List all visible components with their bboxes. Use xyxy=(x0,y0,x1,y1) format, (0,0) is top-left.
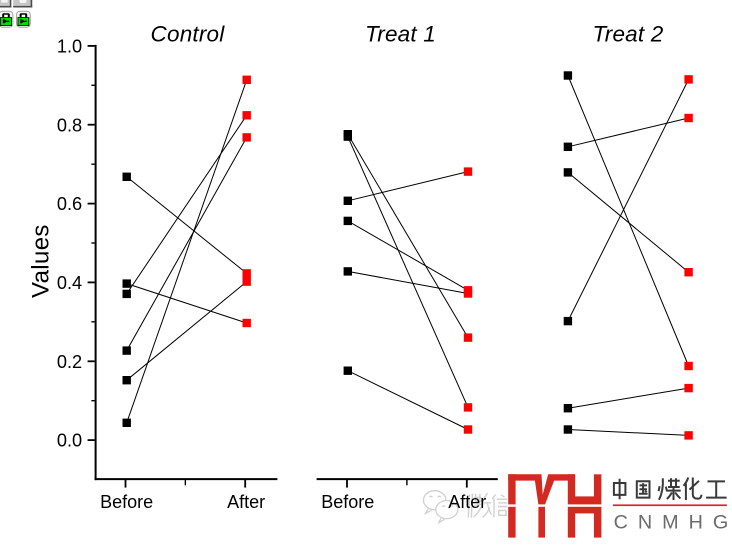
svg-text:0.0: 0.0 xyxy=(57,431,82,451)
svg-text:Treat 1: Treat 1 xyxy=(365,22,436,47)
svg-text:Before: Before xyxy=(321,492,374,512)
svg-text:After: After xyxy=(448,492,486,512)
svg-text:Before: Before xyxy=(100,492,153,512)
svg-text:0.6: 0.6 xyxy=(57,194,82,214)
svg-text:0.2: 0.2 xyxy=(57,352,82,372)
svg-text:0.8: 0.8 xyxy=(57,115,82,135)
svg-text:After: After xyxy=(227,492,265,512)
svg-text:1.0: 1.0 xyxy=(57,37,82,57)
svg-text:Values: Values xyxy=(28,224,55,298)
svg-text:Control: Control xyxy=(151,22,226,47)
svg-text:CNMHG: CNMHG xyxy=(614,511,732,533)
svg-text:Treat 2: Treat 2 xyxy=(592,22,663,47)
svg-text:0.4: 0.4 xyxy=(57,273,82,293)
